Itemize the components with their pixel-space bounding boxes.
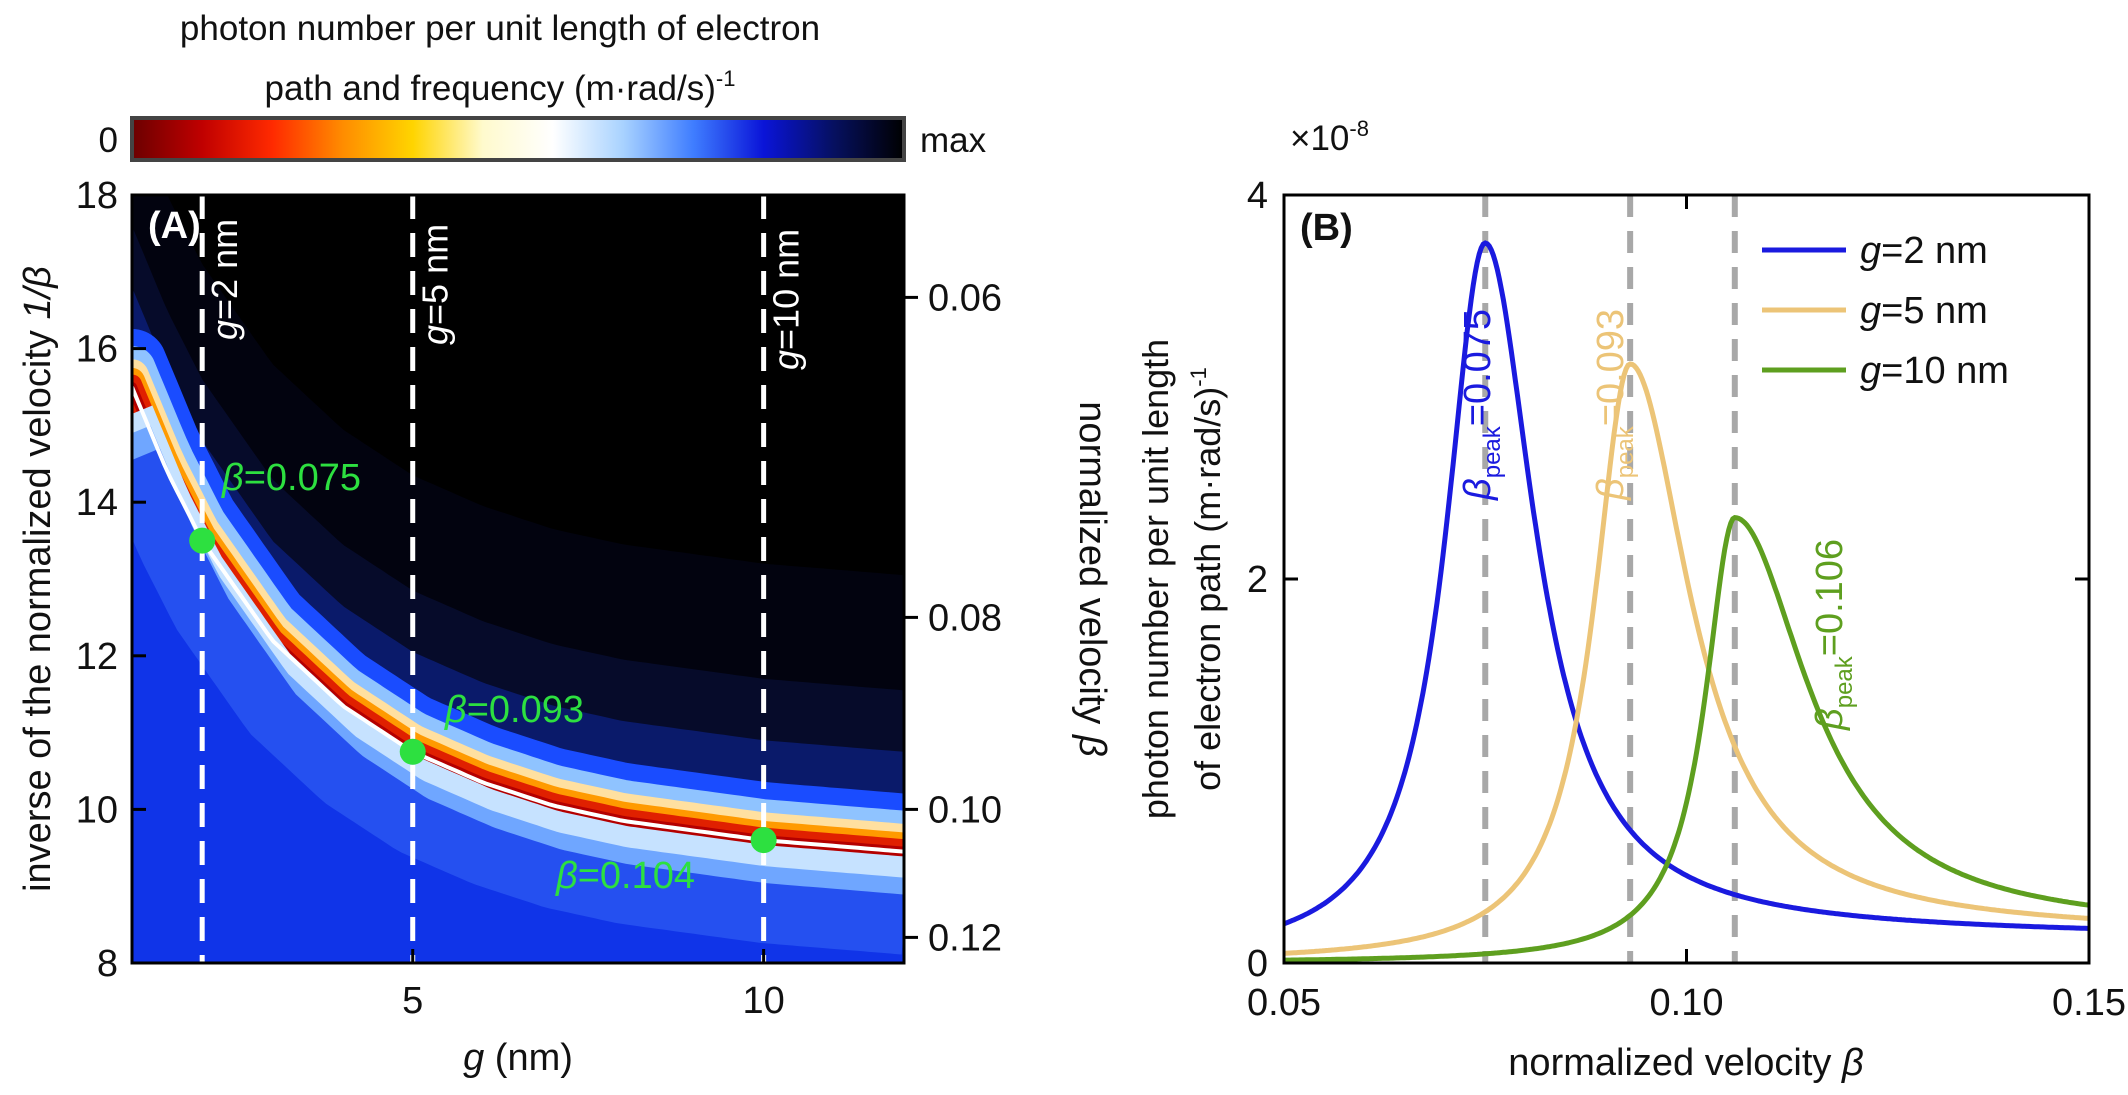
guide-label: g=5 nm	[415, 224, 456, 345]
colorbar-max-label: max	[920, 121, 987, 160]
series-lines	[1284, 240, 2089, 963]
y-tick-label: 16	[76, 329, 118, 371]
heatmap-band	[132, 402, 904, 963]
panel-a: photon number per unit length of electro…	[17, 9, 1113, 1079]
y-tick-label: 10	[76, 789, 118, 831]
peak-marker	[189, 527, 216, 554]
y-tick-label: 14	[76, 482, 118, 524]
y-axis-label: inverse of the normalized velocity 1/β	[17, 266, 59, 892]
legend: g=2 nm g=5 nm g=10 nm	[1762, 230, 2009, 392]
x-tick-label: 10	[742, 980, 784, 1022]
peak-markers	[189, 527, 777, 854]
legend-label: g=10 nm	[1860, 350, 2009, 392]
x-tick-label: 0.15	[2052, 982, 2126, 1024]
y-tick-label: 2	[1247, 559, 1268, 601]
guide-label: g=10 nm	[766, 229, 807, 370]
right-axis-label: normalized velocity β	[1071, 401, 1113, 756]
y-tick-label: 8	[97, 943, 118, 985]
panel-b: ×10-8 (B) βpeak=0.075βpeak=0.093βpeak=0.…	[1135, 116, 2126, 1084]
colorbar	[130, 116, 906, 162]
guide-lines	[199, 195, 767, 963]
y-axis-label: photon number per unit length of electro…	[1135, 339, 1228, 819]
x-axis-ticks: 5 10	[402, 949, 785, 1022]
peak-labels: βpeak=0.075 βpeak=0.093 βpeak=0.106	[1457, 309, 1858, 731]
heatmap-bands	[132, 195, 904, 963]
colorbar-title-exp: -1	[716, 66, 736, 91]
y-multiplier: ×10-8	[1290, 116, 1369, 158]
y-tick-label: 12	[76, 636, 118, 678]
x-axis-ticks: 0.05 0.10 0.15	[1247, 195, 2126, 1024]
line-plot-area	[1284, 195, 2089, 963]
peak-label: βpeak=0.075	[1457, 309, 1506, 501]
series-line	[1284, 361, 2089, 956]
series-line	[1284, 515, 2089, 963]
y-axis-label-line2: of electron path (m·rad/s)-1	[1186, 367, 1228, 791]
heatmap-band	[132, 448, 904, 955]
heatmap-plot-area	[132, 195, 904, 963]
colorbar-min-label: 0	[99, 121, 118, 160]
series-line	[1284, 240, 2089, 931]
y-axis-label-line1: photon number per unit length	[1135, 339, 1176, 819]
x-axis-label: g (nm)	[463, 1037, 573, 1079]
y-axis-ticks: 8 10 12 14 16 18	[76, 175, 146, 985]
peak-label: β=0.104	[555, 855, 695, 897]
right-tick-label: 0.06	[928, 277, 1002, 319]
peak-label: β=0.093	[444, 689, 584, 731]
colorbar-title-line2: path and frequency (m·rad/s)-1	[265, 66, 736, 108]
peak-marker	[750, 827, 777, 854]
peak-label: β=0.075	[221, 457, 361, 499]
right-tick-label: 0.08	[928, 597, 1002, 639]
y-tick-label: 18	[76, 175, 118, 217]
colorbar-title-line1: photon number per unit length of electro…	[180, 9, 820, 48]
right-axis-ticks: 0.06 0.08 0.10 0.12	[904, 277, 1002, 959]
panel-a-label: (A)	[148, 205, 201, 247]
peak-guide-lines	[1482, 195, 1738, 963]
right-tick-label: 0.12	[928, 917, 1002, 959]
x-tick-label: 5	[402, 980, 423, 1022]
panel-b-label: (B)	[1300, 207, 1353, 249]
x-axis-label: normalized velocity β	[1508, 1042, 1863, 1084]
heatmap-frame	[130, 193, 906, 965]
x-tick-label: 0.05	[1247, 982, 1321, 1024]
right-tick-label: 0.10	[928, 789, 1002, 831]
guide-labels: g=2 nm g=5 nm g=10 nm	[204, 219, 806, 370]
y-axis-ticks: 0 2 4	[1247, 175, 2089, 985]
colorbar-title-text: path and frequency (m·rad/s)	[265, 69, 716, 108]
x-tick-label: 0.10	[1650, 982, 1724, 1024]
guide-label: g=2 nm	[204, 219, 245, 340]
legend-label: g=2 nm	[1860, 230, 1988, 272]
legend-label: g=5 nm	[1860, 290, 1988, 332]
peak-marker	[399, 738, 426, 765]
peak-labels: β=0.075 β=0.093 β=0.104	[221, 457, 695, 897]
y-tick-label: 4	[1247, 175, 1268, 217]
peak-label: βpeak=0.106	[1809, 539, 1858, 731]
peak-label: βpeak=0.093	[1590, 309, 1639, 501]
y-tick-label: 0	[1247, 943, 1268, 985]
